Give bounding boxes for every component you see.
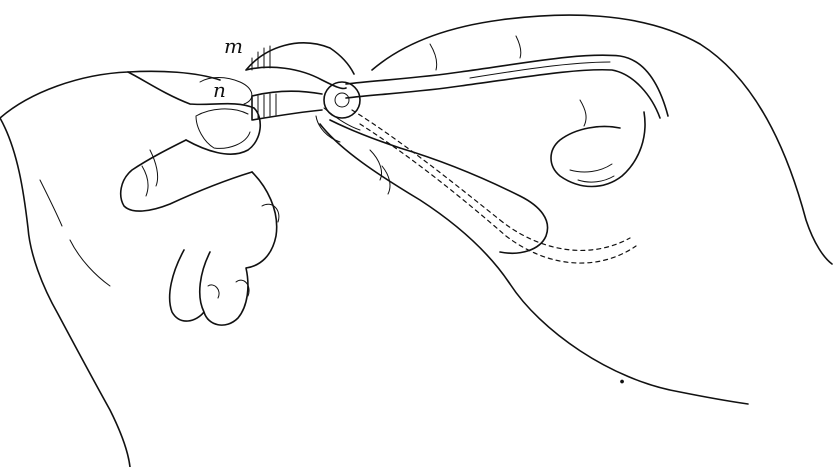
upper-jaw-hatching — [252, 46, 270, 70]
upper-handle — [346, 55, 668, 118]
left-curled-fingers — [170, 172, 277, 325]
right-fingers — [551, 112, 645, 187]
left-index-tip — [200, 78, 252, 105]
lower-jaw — [252, 91, 322, 120]
left-hand-creases — [40, 150, 158, 286]
label-n: n — [213, 80, 226, 100]
right-thumb — [330, 120, 548, 253]
right-fingernail — [570, 164, 614, 182]
label-m: m — [224, 36, 243, 56]
lower-jaw-hatching — [258, 94, 276, 118]
right-hand-palm — [320, 124, 748, 404]
left-thumb — [128, 72, 260, 154]
left-thumbnail — [196, 109, 250, 148]
right-hand-outline — [372, 15, 832, 264]
ink-speck — [621, 380, 624, 383]
left-fingernails — [208, 204, 279, 298]
left-hand-outline — [0, 71, 220, 467]
right-knuckle-lines — [370, 36, 586, 194]
left-index-finger — [121, 140, 252, 211]
pliers-pivot-rivet — [335, 93, 349, 107]
